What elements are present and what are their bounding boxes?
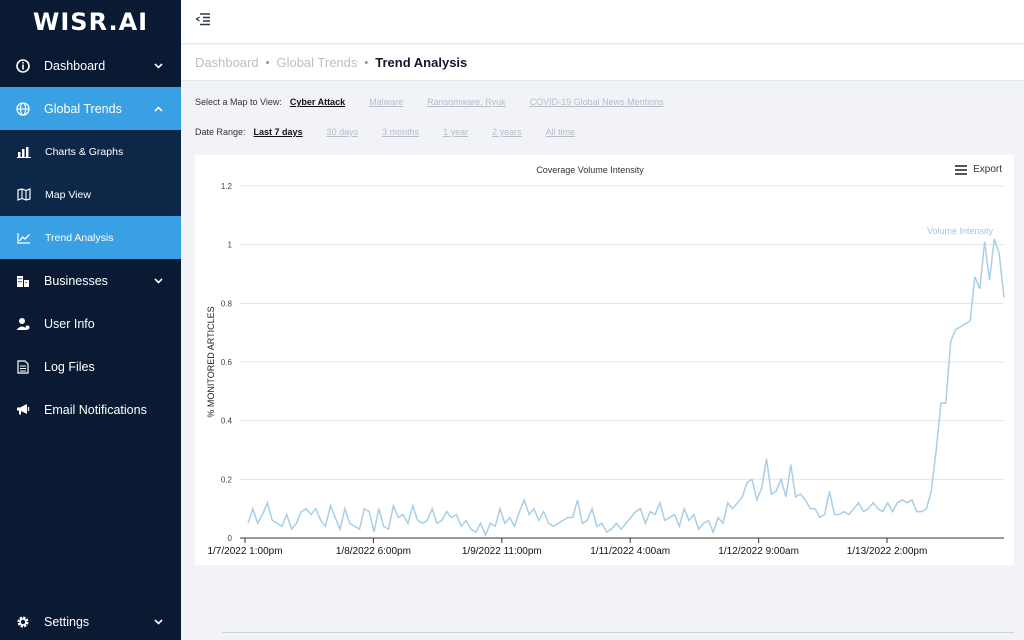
x-tick-label: 1/8/2022 6:00pm [336,546,411,557]
gear-icon [15,614,30,629]
y-tick-label: 0.4 [221,417,233,426]
buildings-icon [15,273,30,288]
chevron-up-icon [153,104,163,114]
map-option-ransomware[interactable]: Ransomware, Ryuk [427,97,506,107]
globe-icon [15,101,30,116]
breadcrumb-separator: • [364,56,369,69]
series-line-volume-intensity [247,238,1005,538]
chevron-down-icon [153,276,163,286]
y-tick-label: 1 [228,241,233,250]
sidebar-item-trend-analysis[interactable]: Trend Analysis [0,216,181,259]
file-icon [15,359,30,374]
megaphone-icon [15,402,30,417]
sidebar-item-businesses[interactable]: Businesses [0,259,181,302]
export-label: Export [973,164,1002,175]
y-axis-label: % MONITORED ARTICLES [206,306,216,417]
sidebar-item-label: User Info [44,316,95,331]
x-tick-label: 1/13/2022 2:00pm [847,546,928,557]
map-option-cyber-attack[interactable]: Cyber Attack [289,97,346,107]
y-tick-label: 0 [228,534,233,543]
sidebar-item-label: Charts & Graphs [45,145,124,158]
sidebar-item-label: Businesses [44,273,108,288]
sidebar-item-settings[interactable]: Settings [0,600,181,640]
map-option-covid19[interactable]: COVID-19 Global News Mentions [529,97,664,107]
sidebar: WISR.AI Dashboard Global Trends Charts &… [0,0,181,640]
app-logo[interactable]: WISR.AI [0,0,181,44]
y-tick-label: 0.2 [221,475,233,484]
bar-chart-icon [16,144,31,159]
date-option-all-time[interactable]: All time [545,127,576,137]
collapse-menu-icon[interactable] [195,12,211,26]
x-tick-label: 1/9/2022 11:00pm [462,546,542,557]
sidebar-item-user-info[interactable]: User Info [0,302,181,345]
date-range-selector: Date Range: Last 7 days 30 days 3 months… [195,124,599,140]
sidebar-item-email-notifications[interactable]: Email Notifications [0,388,181,431]
y-tick-label: 1.2 [221,182,233,191]
date-option-7-days[interactable]: Last 7 days [253,127,303,137]
breadcrumb: Dashboard • Global Trends • Trend Analys… [181,45,1024,81]
user-icon [15,316,30,331]
sidebar-item-label: Email Notifications [44,402,147,417]
breadcrumb-global-trends[interactable]: Global Trends [276,55,358,70]
sidebar-item-dashboard[interactable]: Dashboard [0,44,181,87]
sidebar-item-label: Dashboard [44,58,106,73]
top-bar [181,0,1024,44]
date-range-label: Date Range: [195,127,246,137]
y-tick-label: 0.6 [221,358,233,367]
y-tick-label: 0.8 [221,299,233,308]
trend-line-chart: 0 0.2 0.4 0.6 0.8 1 1.2 Coverage Volume Intensi… [206,165,1005,557]
map-option-malware[interactable]: Malware [369,97,404,107]
x-tick-label: 1/7/2022 1:00pm [207,546,282,557]
sidebar-item-charts-graphs[interactable]: Charts & Graphs [0,130,181,173]
chevron-down-icon [153,617,163,627]
date-option-30-days[interactable]: 30 days [326,127,359,137]
x-tick-label: 1/12/2022 9:00am [718,546,799,557]
map-selector-label: Select a Map to View: [195,97,282,107]
map-selector: Select a Map to View: Cyber Attack Malwa… [195,94,688,110]
sidebar-item-label: Settings [44,614,90,629]
export-button[interactable]: Export [955,164,1002,175]
chart-card: 0 0.2 0.4 0.6 0.8 1 1.2 Coverage Volume Intensi… [195,155,1014,565]
divider [222,632,1014,633]
series-label: Volume Intensity [927,226,994,236]
hamburger-menu-icon [955,164,968,175]
info-circle-icon [15,58,30,73]
sidebar-item-global-trends[interactable]: Global Trends [0,87,181,130]
date-option-2-years[interactable]: 2 years [492,127,522,137]
sidebar-item-label: Log Files [44,359,95,374]
sidebar-item-map-view[interactable]: Map View [0,173,181,216]
breadcrumb-separator: • [265,56,270,69]
breadcrumb-dashboard[interactable]: Dashboard [195,55,259,70]
x-tick-label: 1/11/2022 4:00am [590,546,670,557]
sidebar-item-label: Global Trends [44,101,122,116]
page-title: Trend Analysis [375,55,468,70]
sidebar-item-label: Trend Analysis [45,231,114,244]
chevron-down-icon [153,61,163,71]
date-option-3-months[interactable]: 3 months [382,127,420,137]
chart-title: Coverage Volume Intensity [536,165,644,175]
app-logo-text: WISR.AI [32,8,149,36]
sidebar-item-label: Map View [45,188,91,201]
line-chart-icon [16,230,31,245]
map-icon [16,187,31,202]
date-option-1-year[interactable]: 1 year [443,127,469,137]
sidebar-item-log-files[interactable]: Log Files [0,345,181,388]
